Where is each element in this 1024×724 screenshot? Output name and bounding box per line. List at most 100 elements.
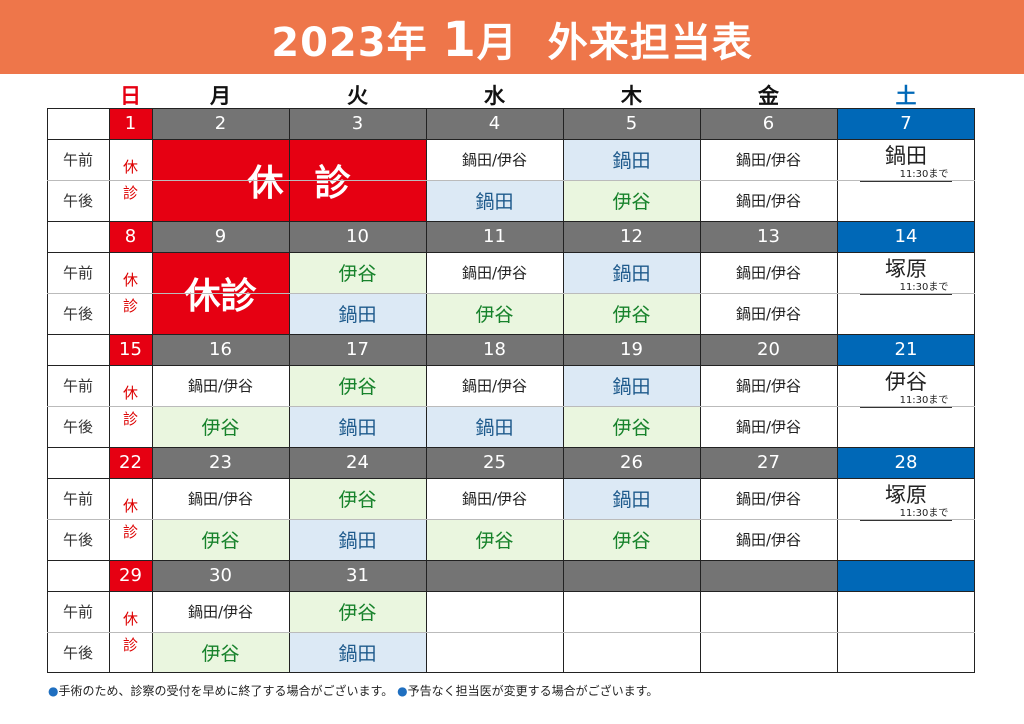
- doctor-slot-am: 鍋田: [563, 478, 700, 519]
- date-cell: 16: [152, 334, 289, 365]
- doctor-slot-am: 伊谷: [289, 365, 426, 406]
- date-cell-saturday: 28: [837, 447, 975, 478]
- date-cell: 26: [563, 447, 700, 478]
- doctor-slot-am: 鍋田/伊谷: [187, 490, 254, 508]
- sunday-closed-char: 診: [122, 410, 138, 428]
- date-cell-sunday: 1: [109, 108, 152, 139]
- closed-char: 休: [247, 163, 284, 204]
- sunday-closed-char: 休: [122, 158, 138, 176]
- row-label-pm: 午後: [62, 305, 93, 323]
- sunday-closed-char: 診: [122, 636, 138, 654]
- saturday-hours-note: 11:30まで: [859, 395, 953, 408]
- sunday-closed: 休診: [109, 478, 152, 560]
- weekday-label: 火: [347, 84, 368, 108]
- doctor-slot-pm: 鍋田: [289, 519, 426, 560]
- doctor-slot-pm: 伊谷: [152, 632, 289, 673]
- doctor-slot-am: 鍋田/伊谷: [735, 490, 802, 508]
- saturday-doctor: 伊谷: [885, 370, 927, 394]
- doctor-slot-pm: [700, 632, 837, 673]
- sunday-closed-char: 休: [122, 610, 138, 628]
- doctor-slot-am: 鍋田/伊谷: [461, 151, 528, 169]
- doctor-slot-am: [700, 591, 837, 632]
- row-label-pm: 午後: [62, 644, 93, 662]
- sunday-closed: 休診: [109, 139, 152, 221]
- saturday-doctor: 塚原: [885, 257, 927, 281]
- doctor-slot-am: [426, 591, 563, 632]
- date-cell: [426, 560, 563, 591]
- grid-line: [47, 560, 975, 561]
- date-cell: 25: [426, 447, 563, 478]
- schedule-table: 1 2 3 4 5 6 7 午前 午後休診鍋田/伊谷 鍋田 鍋田 伊谷 鍋田/伊谷 鍋田/伊谷 鍋田 11:3…: [47, 108, 975, 673]
- grid-line: [47, 406, 975, 407]
- date-row-spacer: [47, 108, 109, 139]
- date-cell: 17: [289, 334, 426, 365]
- sunday-closed-char: 診: [122, 297, 138, 315]
- row-label-pm: 午後: [62, 192, 93, 210]
- doctor-slot-pm: 鍋田: [289, 406, 426, 447]
- doctor-slot-am: 鍋田: [563, 252, 700, 293]
- bullet-icon: ●: [397, 684, 408, 698]
- grid-line: [47, 632, 975, 633]
- doctor-slot-am: 鍋田/伊谷: [187, 377, 254, 395]
- date-cell-saturday: 7: [837, 108, 975, 139]
- doctor-slot-am: [563, 591, 700, 632]
- grid-line: [426, 108, 427, 673]
- date-cell-saturday: 14: [837, 221, 975, 252]
- date-cell: 30: [152, 560, 289, 591]
- grid-line: [47, 108, 48, 673]
- date-row-spacer: [47, 560, 109, 591]
- bullet-icon: ●: [48, 684, 59, 698]
- date-cell: 4: [426, 108, 563, 139]
- sunday-closed-char: 休: [122, 271, 138, 289]
- doctor-slot-am: 鍋田/伊谷: [461, 490, 528, 508]
- weekday-label: 日: [120, 84, 141, 108]
- date-cell: 9: [152, 221, 289, 252]
- date-cell: 5: [563, 108, 700, 139]
- grid-line: [563, 108, 564, 673]
- sunday-closed-char: 診: [122, 523, 138, 541]
- doctor-slot-pm: 鍋田: [289, 293, 426, 334]
- doctor-slot-pm: 伊谷: [563, 406, 700, 447]
- doctor-slot-am: 鍋田: [563, 139, 700, 180]
- grid-line: [47, 591, 975, 592]
- date-cell: 6: [700, 108, 837, 139]
- date-cell: 31: [289, 560, 426, 591]
- grid-line: [47, 519, 975, 520]
- footer-notes: ●手術のため、診察の受付を早めに終了する場合がございます。 ●予告なく担当医が変…: [48, 682, 658, 699]
- date-cell-sunday: 29: [109, 560, 152, 591]
- date-cell: [563, 560, 700, 591]
- sunday-closed: 休診: [109, 252, 152, 334]
- doctor-slot-am: 鍋田/伊谷: [735, 151, 802, 169]
- title-year: 2023年: [271, 20, 428, 66]
- grid-line: [47, 252, 975, 253]
- title-month-number: 1: [442, 12, 477, 68]
- date-cell: 3: [289, 108, 426, 139]
- sunday-closed: 休診: [109, 365, 152, 447]
- date-cell-sunday: 15: [109, 334, 152, 365]
- grid-line: [47, 293, 975, 294]
- date-row-spacer: [47, 334, 109, 365]
- saturday-doctor: 塚原: [885, 483, 927, 507]
- row-label-am: 午前: [62, 151, 93, 169]
- saturday-slot: 伊谷 11:30まで: [837, 365, 975, 447]
- date-cell: 11: [426, 221, 563, 252]
- doctor-slot-pm: 伊谷: [426, 519, 563, 560]
- doctor-slot-pm: 伊谷: [152, 406, 289, 447]
- date-row-spacer: [47, 221, 109, 252]
- sunday-closed-char: 休: [122, 497, 138, 515]
- saturday-slot: 塚原 11:30まで: [837, 478, 975, 560]
- sunday-closed-char: 診: [122, 184, 138, 202]
- date-cell: [700, 560, 837, 591]
- date-row-spacer: [47, 447, 109, 478]
- grid-line: [47, 221, 975, 222]
- date-cell: 2: [152, 108, 289, 139]
- doctor-slot-pm: 伊谷: [563, 293, 700, 334]
- doctor-slot-am: 鍋田/伊谷: [187, 603, 254, 621]
- weekday-label: 土: [895, 84, 917, 108]
- sunday-closed: 休診: [109, 591, 152, 673]
- closed-char: 診: [314, 163, 351, 204]
- doctor-slot-pm: 鍋田/伊谷: [735, 531, 802, 549]
- grid-line: [47, 108, 975, 109]
- doctor-slot-pm: [563, 632, 700, 673]
- row-label-am: 午前: [62, 377, 93, 395]
